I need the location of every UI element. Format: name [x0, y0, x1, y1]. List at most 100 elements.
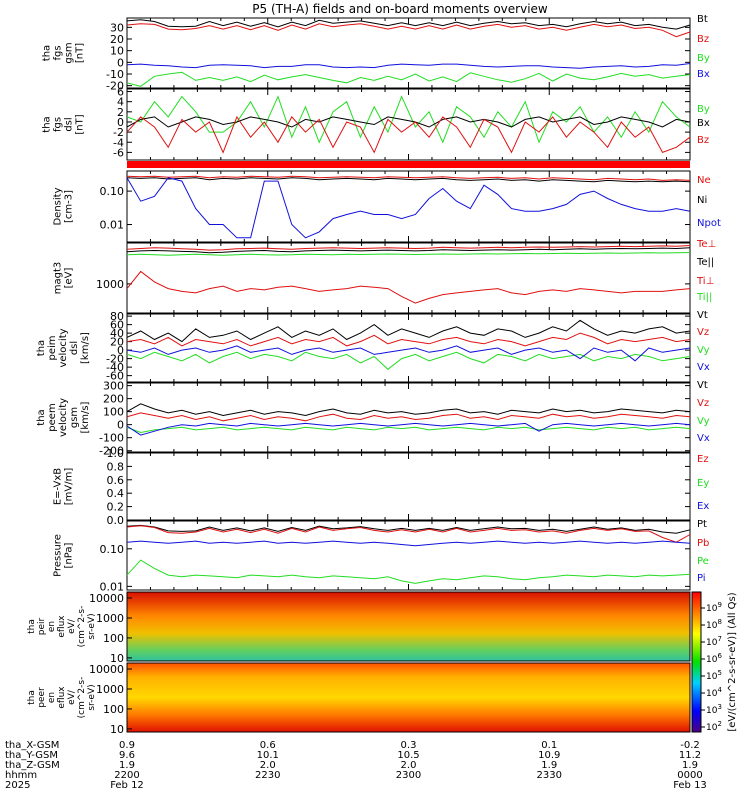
- y-tick-label: 0.0: [107, 514, 125, 527]
- y-tick-label: -2: [113, 126, 124, 139]
- separator-bar: [127, 161, 690, 168]
- legend-entry: Vz: [697, 327, 709, 338]
- y-axis-label: peim: [47, 335, 58, 360]
- y-tick-label: -20: [106, 80, 124, 93]
- x-row-value: 0.6: [260, 740, 276, 751]
- legend-entry: By: [697, 53, 710, 64]
- legend-entry: Bz: [697, 34, 709, 45]
- colorbar-tick-label: 108: [706, 618, 722, 631]
- legend-entry: Bt: [697, 14, 708, 25]
- series-line-Vt: [126, 403, 691, 417]
- legend-entry: Bz: [697, 135, 709, 146]
- y-tick-label: 1000: [96, 612, 124, 625]
- y-tick-label: 0: [117, 116, 124, 129]
- y-axis-label: tha: [36, 409, 47, 425]
- panel-7: 0.01 0.10 Pressure [nPa] Pt Pb Pe Pi: [53, 519, 710, 593]
- y-tick-label: 30: [110, 21, 124, 34]
- x-row-value: 2300: [396, 770, 421, 781]
- legend-entry: Ti||: [696, 292, 712, 303]
- y-axis-label: gsm: [69, 407, 80, 428]
- legend-entry: Ne: [697, 175, 711, 186]
- y-axis-label: [cm-3]: [64, 190, 75, 223]
- y-axis-label: eflux: [57, 686, 67, 709]
- series-line-Te||: [126, 247, 691, 254]
- x-row-label: hhmm: [5, 770, 37, 781]
- y-tick-label: 1000: [96, 683, 124, 696]
- y-tick-label: 10: [110, 652, 124, 665]
- series-line-Npot: [126, 177, 691, 239]
- x-row-value: 2.0: [260, 760, 276, 771]
- legend-entry: Vx: [697, 433, 710, 444]
- legend-entry: Ey: [697, 478, 709, 489]
- colorbar-tick-label: 107: [706, 635, 722, 648]
- series-line-Bt: [126, 19, 691, 30]
- legend-entry: Ex: [697, 501, 709, 512]
- series-line-Vz: [126, 332, 691, 347]
- y-tick-label: 2: [117, 106, 124, 119]
- x-axis: tha_X-GSM 0.9 0.6 0.3 0.1 -0.2 tha_Y-GSM 9.6 10.…: [5, 740, 707, 791]
- y-axis-label: velocity: [58, 328, 69, 367]
- y-axis-label: [eV]: [64, 268, 75, 289]
- y-tick-label: 10000: [89, 592, 124, 605]
- y-tick-label: 20: [110, 33, 124, 46]
- spectrogram-frame: [126, 591, 691, 662]
- legend-entry: Te⊥: [696, 239, 716, 250]
- y-axis-label: sr-eV): [87, 684, 97, 710]
- legend-entry: Vt: [697, 310, 708, 321]
- colorbar-label: [eV/(cm^2-s-sr-eV)] (All Qs): [727, 592, 738, 731]
- x-row-value: 1.9: [682, 760, 698, 771]
- colorbar-tick-label: 104: [706, 686, 722, 699]
- y-axis-label: [km/s]: [80, 332, 91, 364]
- y-axis-label: [nT]: [75, 114, 86, 134]
- x-row-value: 1.9: [541, 760, 557, 771]
- x-row-value: 2200: [114, 770, 139, 781]
- legend-entry: Ti⊥: [696, 276, 714, 287]
- x-row-value: 0.3: [401, 740, 417, 751]
- panel-frame: [126, 313, 691, 383]
- panel-frame: [126, 452, 691, 521]
- legend-entry: Vx: [697, 362, 710, 373]
- legend-entry: Ez: [697, 454, 709, 465]
- y-axis-label: sr-eV): [87, 613, 97, 639]
- legend-entry: Ni: [697, 195, 707, 206]
- y-tick-label: 0.4: [107, 487, 125, 500]
- y-axis-label: fgs: [53, 45, 64, 60]
- y-axis-label: tha: [36, 340, 47, 356]
- panel-3: 1000 magt3 [eV] Te⊥ Te|| Ti⊥ Ti||: [53, 239, 716, 314]
- series-line-Bz: [126, 115, 691, 154]
- spectrogram-panel-1: 10 100 1000 10000 tha peer en eflux eV/(cm^2-s-s…: [27, 662, 691, 736]
- x-row-value: 2330: [537, 770, 562, 781]
- x-row-value: 0000: [677, 770, 702, 781]
- y-tick-label: 0.6: [107, 474, 125, 487]
- y-tick-label: 0: [117, 344, 124, 357]
- y-axis-label: gsm: [64, 42, 75, 63]
- series-line-Ne: [126, 175, 691, 181]
- y-tick-label: 1.0: [107, 447, 125, 460]
- series-line-Pe: [126, 559, 691, 584]
- x-row-value: Feb 13: [673, 780, 707, 791]
- y-axis-label: [km/s]: [80, 401, 91, 433]
- y-axis-label: tha: [27, 619, 37, 634]
- y-axis-label: [mV/m]: [64, 468, 75, 506]
- series-line-Bz: [126, 23, 691, 38]
- series-line-Vx: [126, 345, 691, 362]
- y-axis-label: dsl: [64, 117, 75, 131]
- colorbar: 102 103 104 105 106 107 108 109 [eV/(cm^2-s-sr-e…: [691, 591, 738, 733]
- y-tick-label: 4: [117, 96, 124, 109]
- y-tick-label: -6: [113, 146, 124, 159]
- y-tick-label: 200: [103, 393, 124, 406]
- y-axis-label: tha: [42, 116, 53, 132]
- ion-spectrogram: [127, 592, 690, 661]
- electron-spectrogram: [127, 663, 690, 732]
- panel-frame: [126, 170, 691, 243]
- legend-entry: By: [697, 104, 710, 115]
- figure-title: P5 (TH-A) fields and on-board moments ov…: [252, 2, 548, 16]
- y-tick-label: -10: [106, 68, 124, 81]
- y-tick-label: 300: [103, 380, 124, 393]
- x-row-value: 10.9: [538, 750, 560, 761]
